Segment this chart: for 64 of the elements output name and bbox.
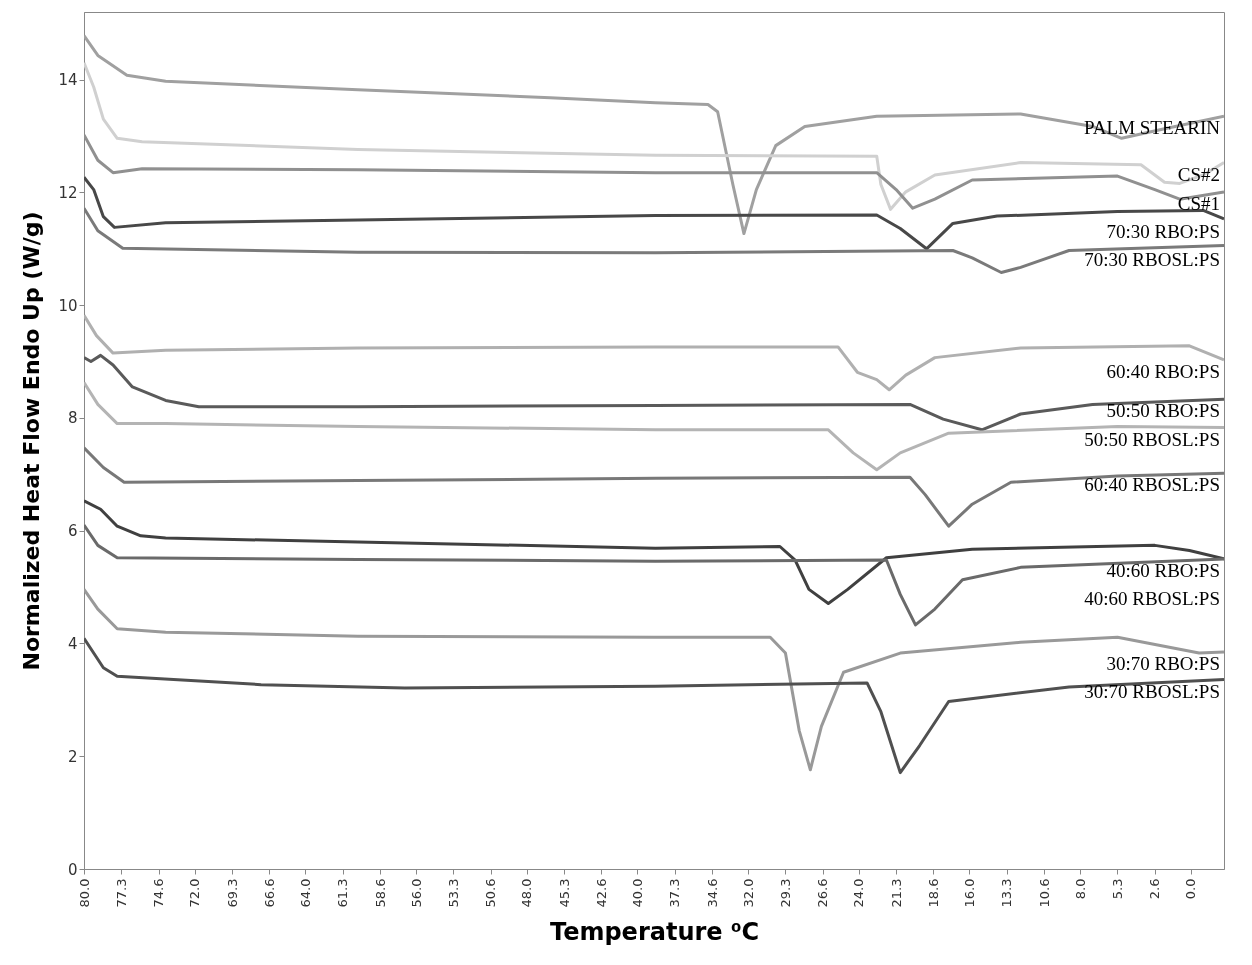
x-axis-title: Temperature ⁰C	[549, 918, 760, 947]
x-tick-label: 10.6	[1036, 878, 1052, 908]
y-tick-label: 8	[67, 409, 78, 428]
x-tick-label: 21.3	[888, 878, 904, 908]
x-tick-label: 40.0	[629, 878, 645, 908]
series-label: 30:70 RBOSL:PS	[1084, 681, 1220, 703]
x-tick-label: 56.0	[408, 878, 424, 908]
x-tick-label: 34.6	[704, 878, 720, 908]
series-label: 60:40 RBO:PS	[1106, 360, 1220, 382]
y-tick-label: 4	[67, 634, 78, 653]
y-tick-label: 2	[67, 747, 78, 766]
x-tick-label: 37.3	[667, 878, 683, 908]
line-series	[84, 636, 1224, 775]
series-label: CS#1	[1177, 192, 1220, 214]
x-tick-label: 53.3	[445, 878, 461, 908]
x-tick-label: 77.3	[113, 878, 129, 908]
x-tick-label: 74.6	[151, 878, 167, 908]
series-label: 40:60 RBO:PS	[1106, 559, 1220, 581]
x-tick-label: 13.3	[999, 878, 1015, 908]
x-tick-label: 72.0	[187, 878, 203, 908]
series-label: 60:40 RBOSL:PS	[1084, 474, 1220, 496]
x-tick-label: 58.6	[372, 878, 388, 908]
x-tick-label: 2.6	[1147, 878, 1163, 900]
series-label: PALM STEARIN	[1083, 117, 1221, 139]
series-label: 50:50 RBO:PS	[1106, 400, 1220, 422]
x-tick-label: 29.3	[777, 878, 793, 908]
series-label: 50:50 RBOSL:PS	[1084, 428, 1220, 450]
line-series	[84, 34, 1224, 236]
x-tick-label: 18.6	[925, 878, 941, 908]
x-tick-label: 64.0	[297, 878, 313, 908]
y-tick-label: 10	[58, 296, 78, 315]
x-tick-label: 42.6	[593, 878, 609, 908]
line-series	[84, 499, 1224, 605]
y-tick-label: 6	[67, 522, 78, 541]
x-tick-label: 61.3	[335, 878, 351, 908]
line-series	[84, 587, 1224, 772]
line-series	[84, 446, 1224, 528]
x-tick-label: 24.0	[851, 878, 867, 908]
x-tick-label: 80.0	[76, 878, 92, 908]
x-tick-label: 48.0	[519, 878, 535, 908]
line-series	[84, 353, 1224, 432]
x-tick-label: 45.3	[556, 878, 572, 908]
series-label: CS#2	[1177, 163, 1220, 185]
x-tick-label: 26.6	[815, 878, 831, 908]
line-series	[84, 313, 1224, 392]
series-label: 30:70 RBO:PS	[1106, 652, 1220, 674]
x-tick-label: 32.0	[740, 878, 756, 908]
x-tick-label: 16.0	[961, 878, 977, 908]
y-tick-label: 14	[58, 71, 78, 90]
x-tick-label: 69.3	[224, 878, 240, 908]
series-label: 70:30 RBO:PS	[1106, 221, 1220, 243]
y-tick-label: 0	[67, 860, 78, 879]
x-tick-label: 5.3	[1109, 878, 1125, 900]
y-tick-label: 12	[58, 183, 78, 202]
y-axis-title: Normalized Heat Flow Endo Up (W/g)	[19, 211, 45, 671]
x-tick-label: 0.0	[1183, 878, 1199, 900]
x-tick-label: 66.6	[261, 878, 277, 908]
line-series	[84, 380, 1224, 472]
x-tick-label: 50.6	[483, 878, 499, 908]
series-label: 40:60 RBOSL:PS	[1084, 588, 1220, 610]
line-series	[84, 61, 1224, 211]
series-label: 70:30 RBOSL:PS	[1084, 249, 1220, 271]
line-series	[84, 523, 1224, 627]
x-tick-label: 8.0	[1072, 878, 1088, 900]
